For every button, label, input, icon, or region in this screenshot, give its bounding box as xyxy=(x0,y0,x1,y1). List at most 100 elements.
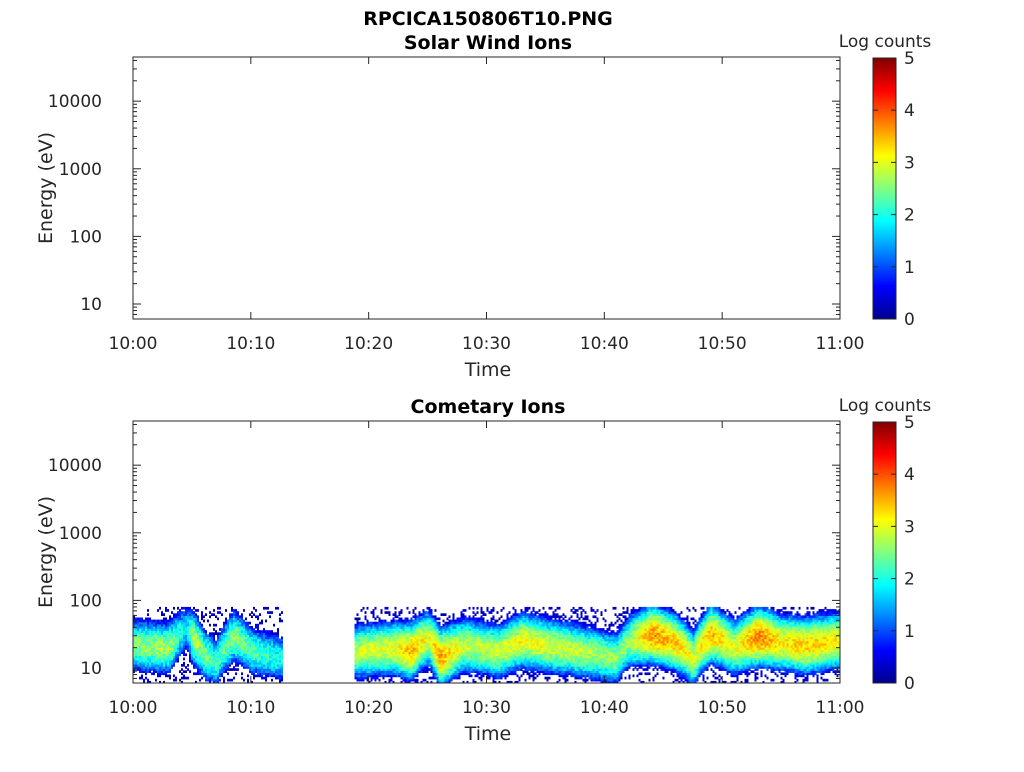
spectrogram-cell xyxy=(229,668,231,671)
spectrogram-cell xyxy=(255,615,257,618)
spectrogram-cell xyxy=(483,611,485,614)
spectrogram-cell xyxy=(403,620,405,623)
spectrogram-cell xyxy=(463,609,465,612)
spectrogram-cell xyxy=(275,632,277,635)
spectrogram-cell xyxy=(175,677,177,680)
spectrogram-cell xyxy=(525,679,527,682)
spectrogram-cell xyxy=(465,615,467,618)
spectrogram-cell xyxy=(361,622,363,625)
spectrogram-cell xyxy=(473,611,475,614)
spectrogram-cell xyxy=(471,618,473,621)
spectrogram-cell xyxy=(163,613,165,616)
spectrogram-cell xyxy=(453,613,455,616)
spectrogram-cell xyxy=(203,615,205,618)
spectrogram-cell xyxy=(187,607,189,610)
spectrogram-cell xyxy=(177,611,179,614)
spectrogram-cell xyxy=(435,615,437,618)
spectrogram-cell xyxy=(449,620,451,623)
spectrogram-cell xyxy=(271,630,273,633)
spectrogram-cell xyxy=(159,620,161,623)
spectrogram-cell xyxy=(385,607,387,610)
spectrogram-cell xyxy=(227,672,229,675)
spectrogram-cell xyxy=(429,607,431,610)
spectrogram-cell xyxy=(387,607,389,610)
spectrogram-cell xyxy=(181,677,183,680)
spectrogram-cell xyxy=(383,620,385,623)
spectrogram-cell xyxy=(485,622,487,625)
spectrogram-cell xyxy=(389,679,391,682)
spectrogram-cell xyxy=(245,618,247,621)
spectrogram-cell xyxy=(431,677,433,680)
spectrogram-cell xyxy=(547,677,549,680)
spectrogram-cell xyxy=(257,624,259,627)
spectrogram-cell xyxy=(387,611,389,614)
spectrogram-cell xyxy=(247,679,249,682)
spectrogram-cell xyxy=(257,615,259,618)
spectrogram-cell xyxy=(389,622,391,625)
spectrogram-cell xyxy=(241,677,243,680)
spectrogram-cell xyxy=(189,670,191,673)
spectrogram-cell xyxy=(249,613,251,616)
spectrogram-cell xyxy=(215,630,217,633)
spectrogram-cell xyxy=(393,618,395,621)
spectrogram-cell xyxy=(181,607,183,610)
spectrogram-cell xyxy=(519,613,521,616)
spectrogram-cell xyxy=(171,611,173,614)
spectrogram-cell xyxy=(233,609,235,612)
spectrogram-cell xyxy=(271,679,273,682)
spectrogram-cell xyxy=(509,611,511,614)
colorbar-tick-label: 2 xyxy=(904,206,915,226)
spectrogram-cell xyxy=(477,607,479,610)
figure-title: RPCICA150806T10.PNG xyxy=(363,8,613,30)
spectrogram-cell xyxy=(527,607,529,610)
spectrogram-cell xyxy=(181,668,183,671)
spectrogram-cell xyxy=(251,626,253,629)
spectrogram-cell xyxy=(393,613,395,616)
spectrogram-cell xyxy=(479,618,481,621)
spectrogram-cell xyxy=(469,615,471,618)
spectrogram-cell xyxy=(279,618,281,621)
spectrogram-cell xyxy=(171,618,173,621)
spectrogram-cell xyxy=(207,634,209,637)
spectrogram-cell xyxy=(443,613,445,616)
spectrogram-cell xyxy=(535,672,537,675)
spectrogram-cell xyxy=(155,620,157,623)
colorbar-tick-label: 0 xyxy=(904,310,915,330)
spectrogram-cell xyxy=(507,613,509,616)
spectrogram-cell xyxy=(243,620,245,623)
spectrogram-cell xyxy=(273,624,275,627)
spectrogram-cell xyxy=(367,620,369,623)
spectrogram-cell xyxy=(231,679,233,682)
spectrogram-cell xyxy=(183,611,185,614)
spectrogram-cell xyxy=(187,668,189,671)
spectrogram-cell xyxy=(415,679,417,682)
spectrogram-cell xyxy=(201,624,203,627)
y-tick-label: 1000 xyxy=(59,160,102,180)
spectrogram-cell xyxy=(187,677,189,680)
spectrogram-cell xyxy=(219,679,221,682)
spectrogram-cell xyxy=(163,618,165,621)
spectrogram-cell xyxy=(203,628,205,631)
spectrogram-cell xyxy=(365,611,367,614)
spectrogram-cell xyxy=(473,615,475,618)
spectrogram-cell xyxy=(185,607,187,610)
spectrogram-cell xyxy=(419,611,421,614)
spectrogram-cell xyxy=(211,632,213,635)
spectrogram-cell xyxy=(397,615,399,618)
spectrogram-cell xyxy=(277,628,279,631)
spectrogram-cell xyxy=(207,620,209,623)
spectrogram-cell xyxy=(181,672,183,675)
spectrogram-cell xyxy=(185,677,187,680)
spectrogram-cell xyxy=(235,672,237,675)
spectrogram-cell xyxy=(165,618,167,621)
spectrogram-cell xyxy=(499,624,501,627)
spectrogram-cell xyxy=(387,622,389,625)
spectrogram-cell xyxy=(457,618,459,621)
spectrogram-cell xyxy=(391,620,393,623)
spectrogram-cell xyxy=(491,609,493,612)
spectrogram-cell xyxy=(215,641,217,644)
y-tick-label: 10 xyxy=(80,295,102,315)
spectrogram-cell xyxy=(223,622,225,625)
spectrogram-cell xyxy=(267,607,269,610)
x-tick-label: 10:20 xyxy=(344,334,393,354)
